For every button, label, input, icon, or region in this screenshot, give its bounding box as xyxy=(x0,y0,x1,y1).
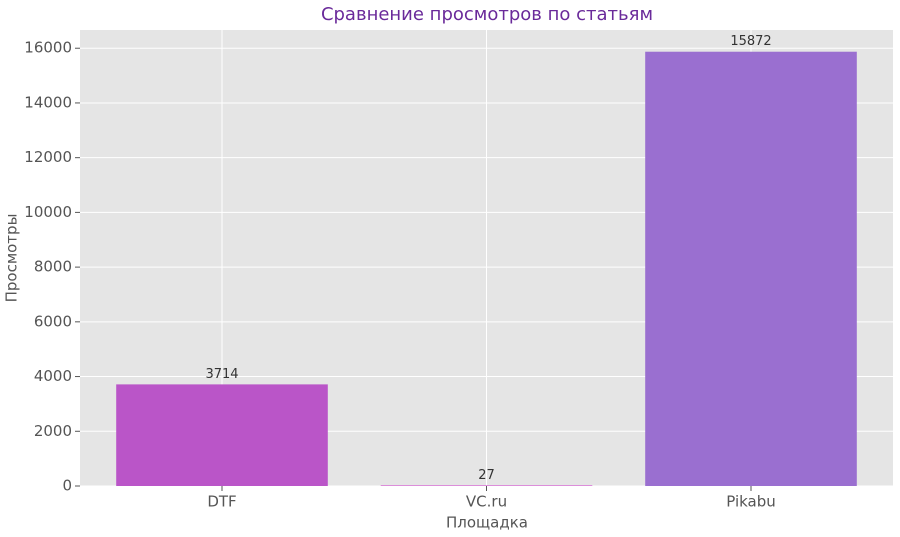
y-tick-label: 16000 xyxy=(24,39,72,57)
chart-title: Сравнение просмотров по статьям xyxy=(321,4,653,25)
x-tick-label: Pikabu xyxy=(726,493,776,511)
y-tick-label: 2000 xyxy=(34,422,72,440)
x-tick-label: VC.ru xyxy=(466,493,507,511)
x-tick-label: DTF xyxy=(207,493,236,511)
value-label: 15872 xyxy=(730,34,771,49)
value-label: 3714 xyxy=(205,367,238,382)
y-tick-label: 14000 xyxy=(24,93,72,111)
y-axis-label: Просмотры xyxy=(3,214,21,303)
y-tick-label: 4000 xyxy=(34,367,72,385)
bar xyxy=(380,485,593,486)
y-tick-label: 0 xyxy=(62,477,72,495)
bar xyxy=(116,384,328,486)
bar xyxy=(645,51,857,487)
y-tick-label: 8000 xyxy=(34,258,72,276)
y-tick-label: 12000 xyxy=(24,148,72,166)
y-tick-label: 6000 xyxy=(34,312,72,330)
y-tick-label: 10000 xyxy=(24,203,72,221)
value-label: 27 xyxy=(478,468,495,483)
x-axis-label: Площадка xyxy=(446,514,528,532)
